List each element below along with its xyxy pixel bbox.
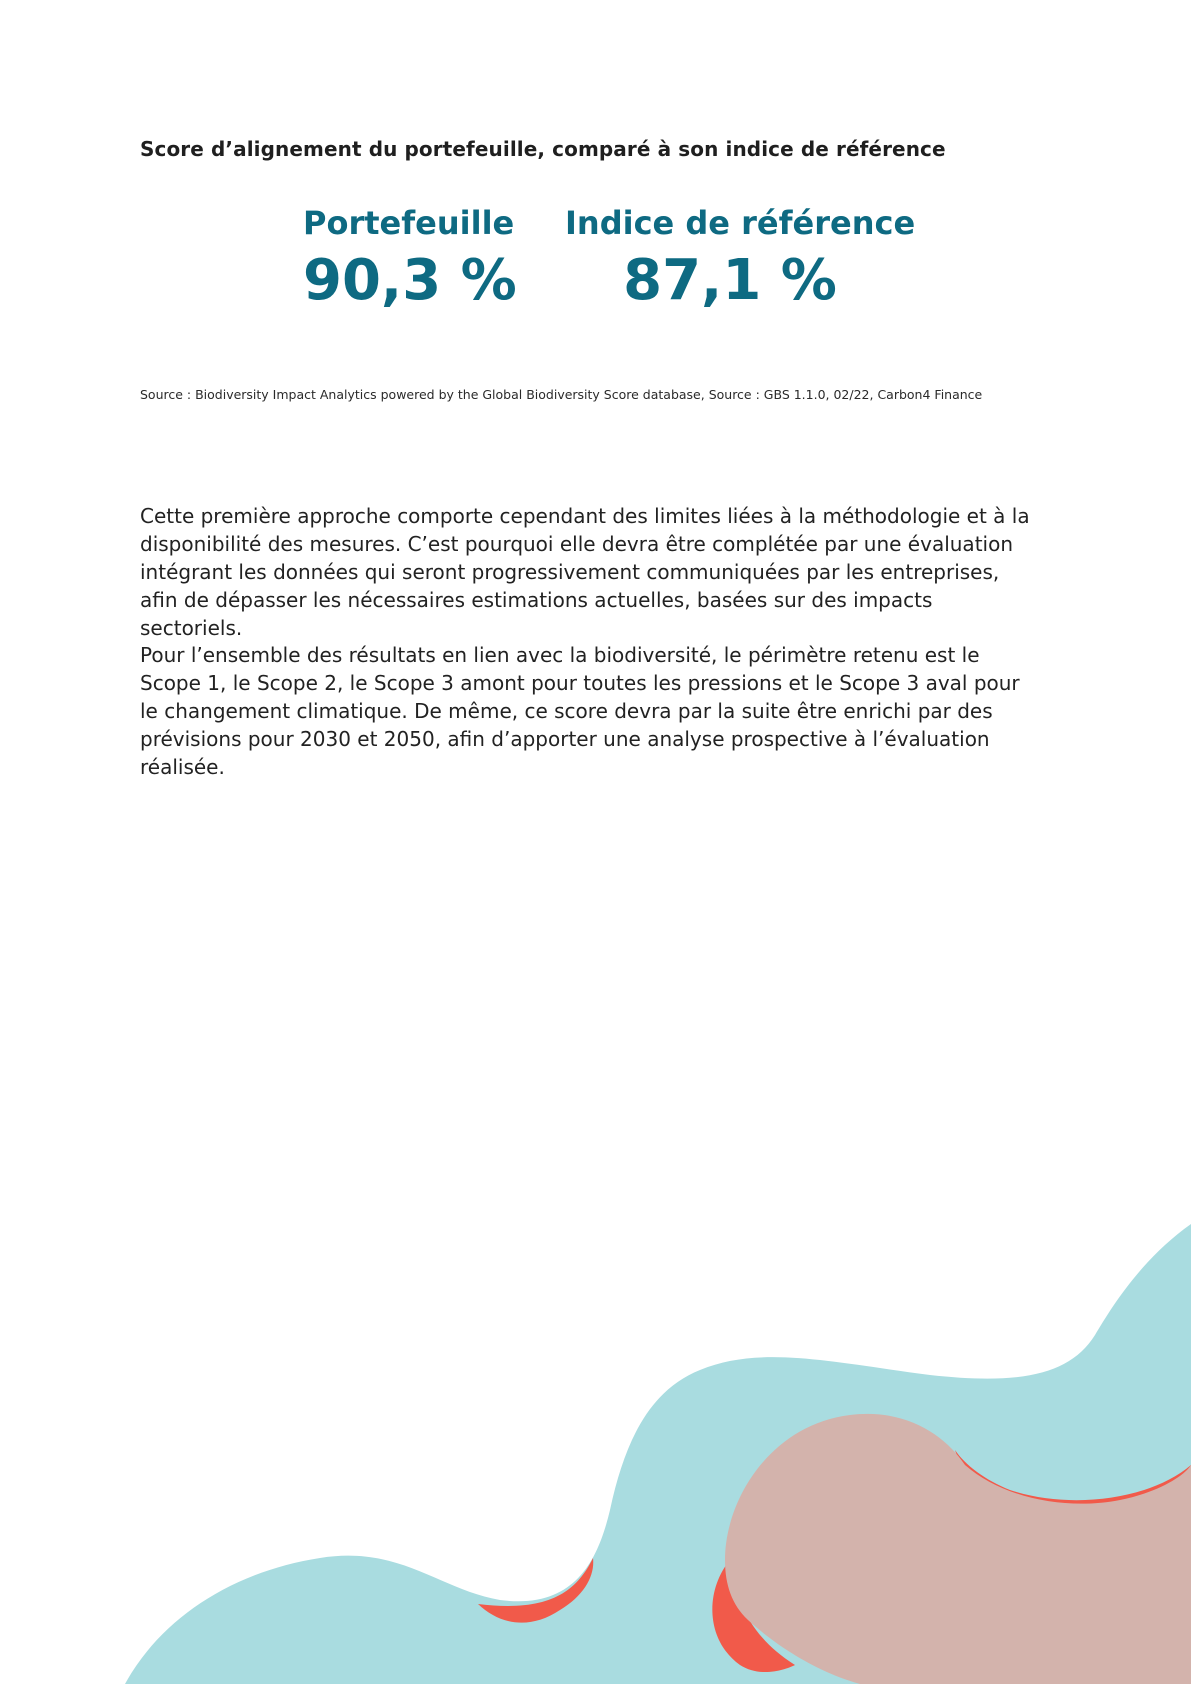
benchmark-score-value: 87,1 % [623, 248, 837, 313]
body-paragraph-1: Cette première approche comporte cependa… [140, 504, 1030, 640]
body-paragraph-2: Pour l’ensemble des résultats en lien av… [140, 643, 1020, 779]
benchmark-score: Indice de référence 87,1 % [565, 202, 916, 316]
rose-blob-shape [725, 1413, 1191, 1684]
red-crescent-left [478, 1558, 594, 1623]
benchmark-score-label: Indice de référence [565, 204, 916, 242]
decorative-waves [125, 1224, 1191, 1684]
section-title: Score d’alignement du portefeuille, comp… [140, 137, 946, 161]
source-note: Source : Biodiversity Impact Analytics p… [140, 387, 983, 402]
portfolio-score-value: 90,3 % [303, 248, 517, 313]
portfolio-score-label: Portefeuille [303, 204, 515, 242]
portfolio-score: Portefeuille 90,3 % [303, 202, 517, 316]
